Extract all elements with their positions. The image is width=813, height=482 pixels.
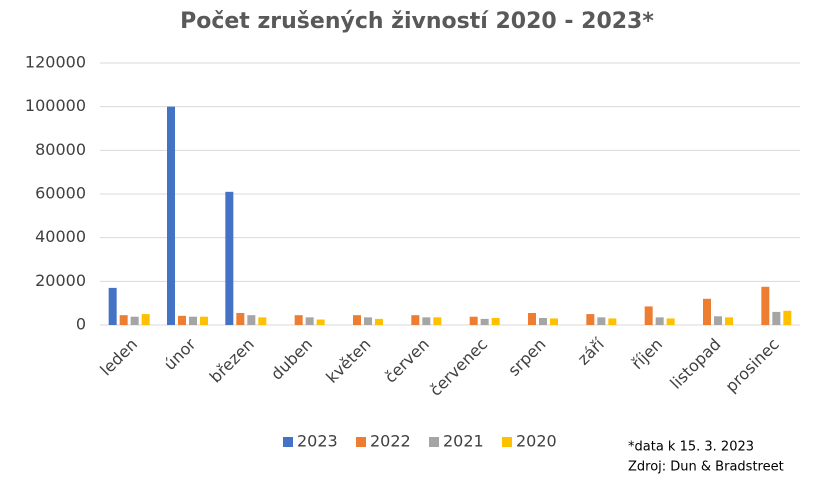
bar [491, 318, 500, 325]
bar [178, 315, 186, 325]
source: Zdroj: Dun & Bradstreet [628, 460, 784, 475]
x-tick-label: květen [322, 335, 374, 387]
bar [655, 317, 664, 325]
legend-label: 2022 [370, 432, 411, 451]
bar [761, 286, 770, 325]
bar [725, 317, 733, 325]
y-tick-label: 100000 [25, 96, 86, 115]
bar [225, 191, 234, 325]
chart-title: Počet zrušených živností 2020 - 2023* [180, 9, 654, 34]
y-tick-label: 80000 [35, 140, 86, 159]
bar [167, 106, 175, 326]
x-tick-label: červenec [426, 335, 491, 400]
x-tick-label: listopad [666, 335, 724, 393]
bar [783, 310, 792, 325]
legend-swatch [283, 437, 293, 447]
bar [703, 298, 711, 325]
y-tick-label: 120000 [25, 53, 86, 72]
bar [108, 287, 117, 325]
bar [528, 312, 536, 325]
bar [411, 315, 420, 325]
y-tick-label: 40000 [35, 227, 86, 246]
bar [141, 314, 150, 325]
y-tick-label: 0 [76, 315, 86, 334]
bar [130, 316, 139, 325]
bar [258, 317, 267, 325]
x-tick-label: prosinec [722, 335, 783, 396]
bar [294, 315, 303, 325]
bar [189, 316, 197, 325]
bar [353, 315, 361, 325]
footnote: *data k 15. 3. 2023 [628, 440, 754, 455]
bar [316, 319, 325, 325]
bar [772, 311, 781, 325]
bar [433, 317, 442, 325]
legend-label: 2020 [516, 432, 557, 451]
bar [364, 317, 372, 325]
bar [422, 317, 431, 325]
y-tick-label: 20000 [35, 271, 86, 290]
legend-swatch [429, 437, 439, 447]
x-tick-label: září [574, 334, 608, 368]
x-tick-label: únor [160, 334, 200, 374]
bar [539, 318, 547, 325]
legend-swatch [502, 437, 512, 447]
bar [586, 314, 595, 325]
legend-label: 2023 [297, 432, 338, 451]
bar [666, 318, 675, 325]
bar [550, 318, 558, 325]
bar [305, 317, 314, 325]
bar [597, 317, 606, 325]
bar [714, 316, 722, 325]
legend-label: 2021 [443, 432, 484, 451]
legend-swatch [356, 437, 366, 447]
bar [247, 315, 256, 325]
bar [608, 318, 617, 325]
x-tick-label: červen [381, 335, 433, 387]
x-tick-label: duben [267, 335, 316, 384]
bar [375, 318, 383, 325]
bar [469, 316, 478, 325]
x-tick-label: říjen [628, 335, 667, 374]
bar [236, 312, 245, 325]
x-tick-label: březen [206, 335, 258, 387]
bar [480, 318, 489, 325]
bar [644, 306, 653, 325]
x-tick-label: srpen [504, 335, 549, 380]
bar [200, 316, 208, 325]
bar [119, 315, 128, 325]
x-tick-label: leden [96, 335, 141, 380]
y-tick-label: 60000 [35, 184, 86, 203]
